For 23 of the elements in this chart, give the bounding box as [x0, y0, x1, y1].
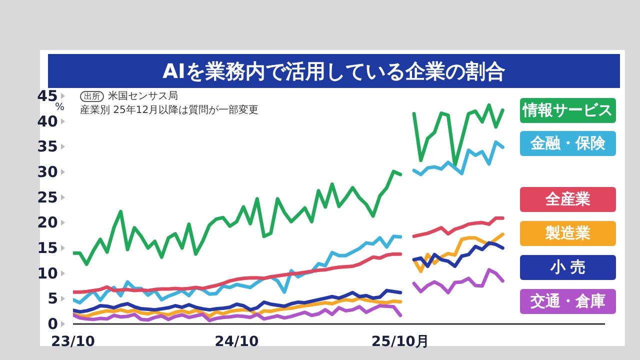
y-tick-label: 25: [37, 188, 58, 206]
annotation: 米国センサス局: [108, 91, 178, 102]
name-tag: 製造業: [520, 221, 616, 246]
y-tick-label: 0: [48, 315, 58, 333]
x-tick-label: 23/10: [50, 334, 96, 350]
name-tag: 交通・倉庫: [520, 289, 616, 314]
name-tag: 小 売: [520, 255, 616, 280]
annotation: 産業別 25年12月以降は質問が一部変更: [80, 104, 259, 118]
y-tick-label: 15: [37, 239, 58, 257]
name-tag: 金融・保険: [520, 131, 616, 156]
chart-title: AIを業務内で活用している企業の割合: [48, 54, 620, 88]
x-tick-label: 25/10月: [371, 334, 430, 350]
x-tick-label: 24/10: [214, 334, 259, 350]
name-tag: 情報サービス: [520, 98, 616, 123]
source-tag: 出所: [80, 91, 104, 102]
y-tick-label: 10: [37, 264, 58, 282]
y-tick-label: 35: [37, 138, 58, 156]
y-axis-title: %: [55, 102, 65, 113]
y-tick-label: 20: [37, 214, 58, 232]
y-tick-label: 5: [48, 290, 58, 308]
y-tick-label: 30: [37, 163, 58, 181]
name-tag: 全産業: [520, 187, 616, 212]
y-tick-label: 40: [37, 112, 58, 130]
